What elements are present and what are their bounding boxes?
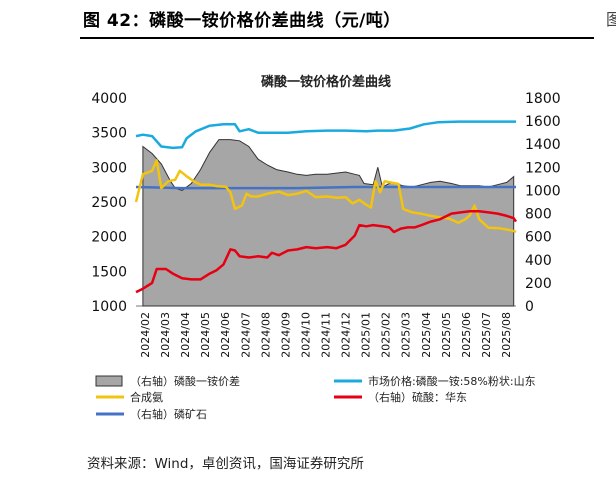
legend-swatch-spread	[95, 375, 123, 387]
legend-label-ammonia: 合成氨	[130, 390, 163, 404]
legend-label-rock: （右轴）磷矿石	[130, 407, 207, 421]
legend-label-market: 市场价格:磷酸一铵:58%粉状:山东	[368, 374, 536, 388]
left-tick-label: 2500	[91, 195, 127, 211]
x-tick-label: 2025/07	[480, 312, 493, 358]
left-tick-label: 1500	[91, 264, 127, 280]
left-tick-label: 4000	[91, 91, 127, 107]
x-tick-label: 2025/08	[500, 312, 513, 358]
x-tick-label: 2024/09	[279, 312, 292, 358]
legend-label-spread: （右轴）磷酸一铵价差	[130, 374, 240, 388]
right-tick-label: 400	[525, 253, 552, 269]
x-tick-label: 2024/04	[179, 312, 192, 358]
edge-fragment: 图	[606, 10, 616, 29]
plot-area	[134, 120, 518, 307]
x-tick-label: 2024/11	[320, 312, 333, 358]
phosphate-rock-line	[135, 185, 516, 190]
right-tick-label: 800	[525, 207, 552, 223]
chart-title: 磷酸一铵价格价差曲线	[261, 74, 391, 90]
left-axis: 1000 1500 2000 2500 3000 3500 4000	[91, 91, 127, 315]
market-price-line	[135, 120, 516, 150]
left-tick-label: 1000	[91, 299, 127, 315]
x-tick-label: 2025/03	[400, 312, 413, 358]
source-note: 资料来源：Wind，卓创资讯，国海证券研究所	[87, 456, 364, 472]
x-tick-label: 2024/07	[239, 312, 252, 358]
x-tick-label: 2024/02	[139, 312, 152, 358]
x-tick-label: 2025/06	[460, 312, 473, 358]
x-tick-label: 2025/01	[360, 312, 373, 358]
left-tick-label: 2000	[91, 230, 127, 246]
x-tick-label: 2024/05	[199, 312, 212, 358]
x-tick-label: 2024/12	[340, 312, 353, 358]
legend-label-sulfuric: （右轴）硫酸：华东	[368, 390, 467, 404]
x-tick-label: 2024/10	[299, 312, 312, 358]
x-tick-label: 2024/06	[219, 312, 232, 358]
right-tick-label: 0	[525, 299, 534, 315]
right-tick-label: 1600	[525, 114, 561, 130]
right-tick-label: 1200	[525, 160, 561, 176]
x-tick-label: 2025/04	[420, 312, 433, 358]
synthetic-ammonia-line	[134, 159, 517, 233]
right-tick-label: 200	[525, 276, 552, 292]
x-tick-label: 2025/05	[440, 312, 453, 358]
price-spread-chart: 磷酸一铵价格价差曲线 1000150020002500300035004000 …	[91, 74, 561, 421]
figure-title: 图 42：磷酸一铵价格价差曲线（元/吨）	[83, 11, 401, 31]
right-axis: 0 200 400 600 800 1000 1200 1400 1600 1800	[525, 91, 561, 315]
right-tick-label: 1800	[525, 91, 561, 107]
right-tick-label: 600	[525, 230, 552, 246]
right-tick-label: 1000	[525, 183, 561, 199]
sulfuric-acid-line	[135, 209, 518, 294]
left-tick-label: 3500	[91, 126, 127, 142]
right-tick-label: 1400	[525, 137, 561, 153]
x-tick-label: 2025/02	[380, 312, 393, 358]
left-tick-label: 3000	[91, 160, 127, 176]
x-axis: 2024/02 2024/03 2024/04 2024/05 2024/06 2024/…	[136, 305, 516, 358]
title-rule	[80, 37, 594, 39]
x-tick-label: 2024/03	[159, 312, 172, 358]
x-tick-label: 2024/08	[259, 312, 272, 358]
